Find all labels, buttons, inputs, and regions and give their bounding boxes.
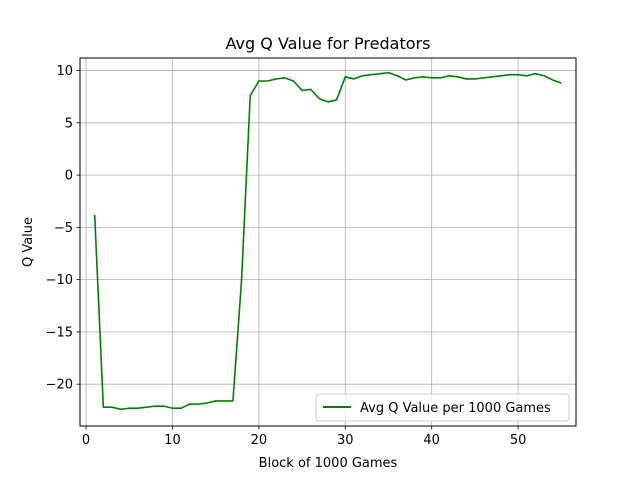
x-tick-label: 30 [337, 433, 354, 448]
y-tick-label: 5 [65, 116, 73, 131]
series-layer [93, 71, 562, 411]
y-axis: 10 5 0 −5 −10 −15 −20 [46, 64, 80, 393]
legend-box [315, 393, 570, 422]
y-tick-label: 10 [56, 64, 73, 79]
y-tick-label: −15 [46, 325, 73, 340]
x-tick-label: 20 [251, 433, 268, 448]
y-tick-label: 0 [65, 169, 73, 184]
x-tick-label: 50 [510, 433, 527, 448]
x-axis: 0 10 20 30 40 50 [82, 426, 526, 448]
x-tick-label: 10 [164, 433, 181, 448]
chart-title: Avg Q Value for Predators [226, 34, 431, 53]
series-line [93, 71, 562, 411]
x-tick-label: 40 [423, 433, 440, 448]
y-tick-label: −5 [54, 221, 73, 236]
y-axis-label: Q Value [21, 217, 36, 267]
y-tick-label: −10 [46, 273, 73, 288]
legend: Avg Q Value per 1000 Games [315, 393, 570, 422]
grid [80, 58, 576, 426]
plot-frame [79, 57, 577, 427]
x-tick-label: 0 [82, 433, 90, 448]
x-axis-label: Block of 1000 Games [259, 456, 398, 471]
legend-entry: Avg Q Value per 1000 Games [360, 401, 551, 416]
y-tick-label: −20 [46, 378, 73, 393]
